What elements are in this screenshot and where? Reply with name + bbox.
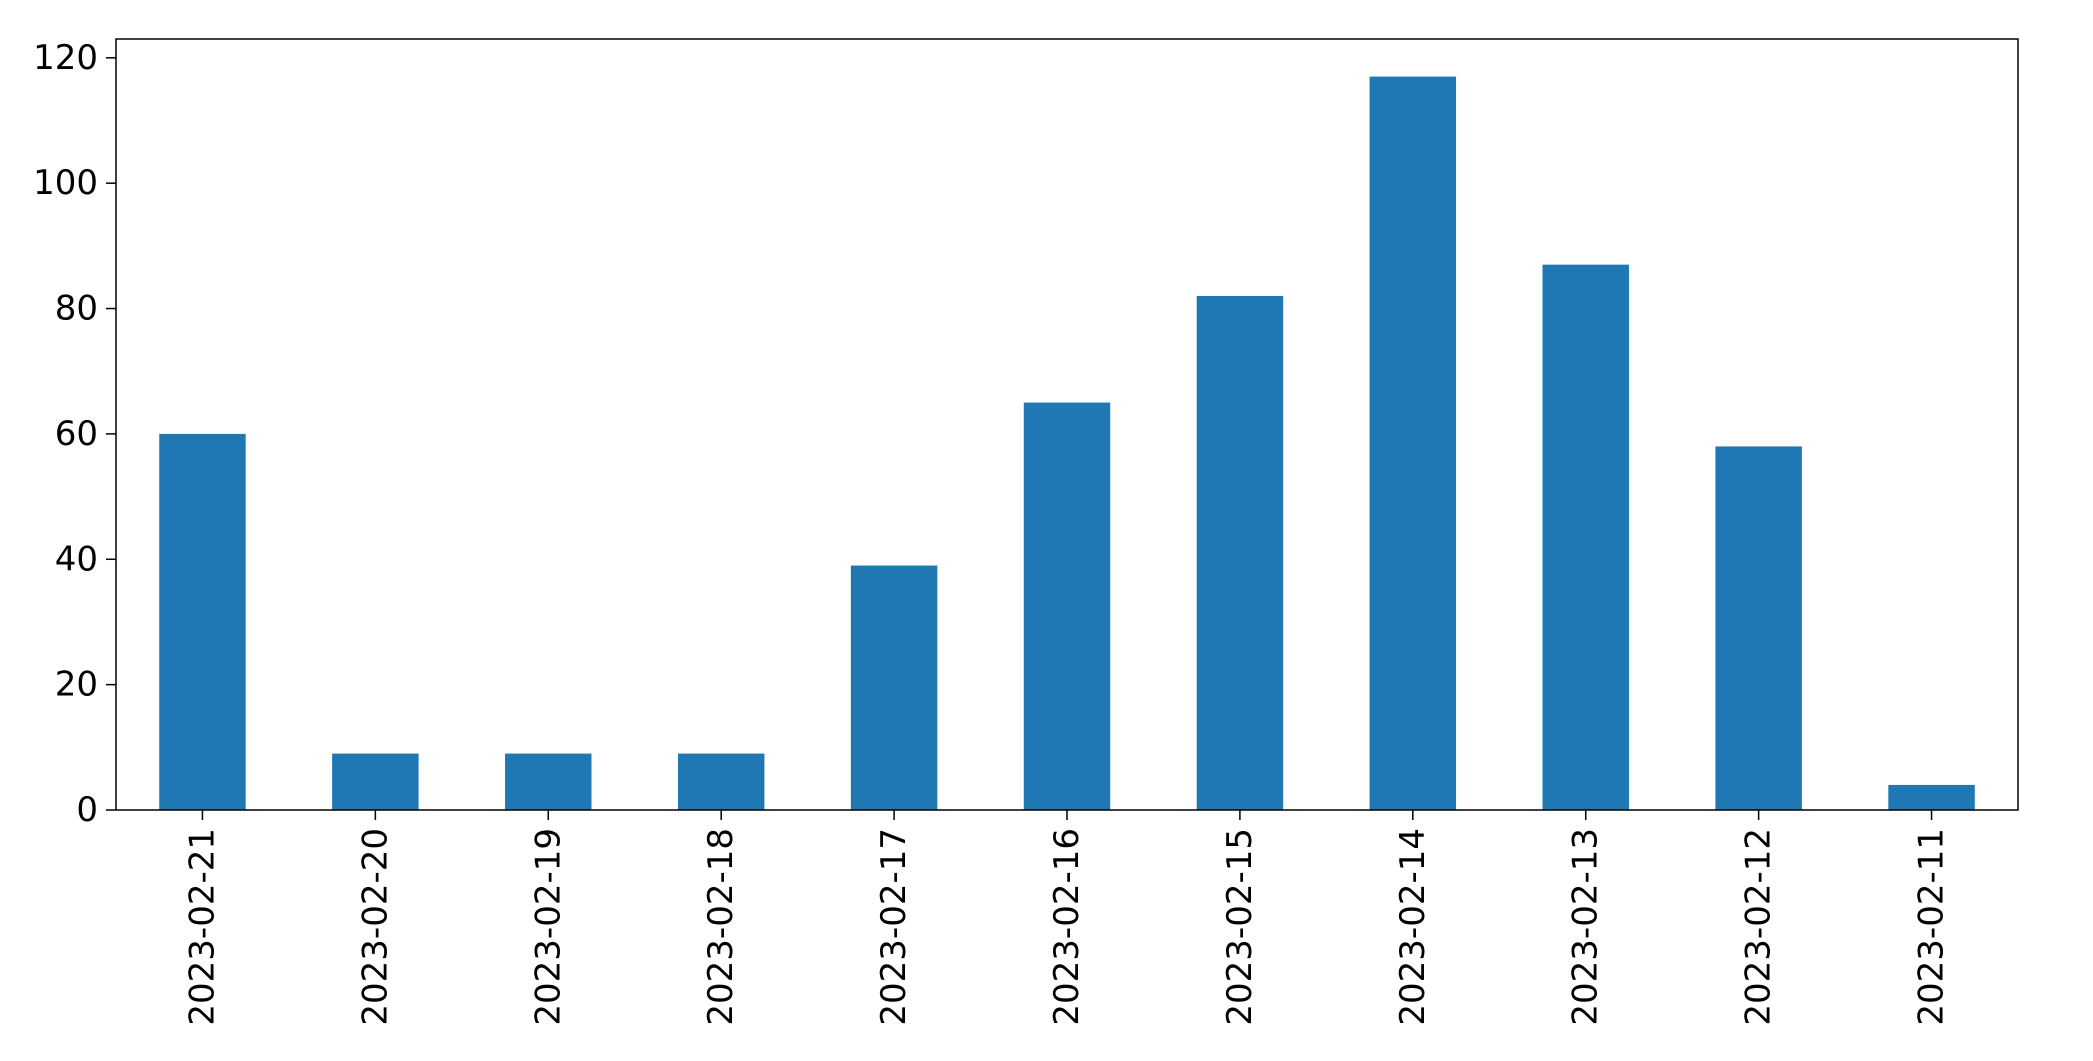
bar-2023-02-21: [159, 433, 246, 810]
bar-2023-02-13: [1542, 264, 1629, 810]
x-tick-label: 2023-02-17: [874, 828, 914, 1026]
x-tick-label: 2023-02-15: [1220, 828, 1260, 1026]
bar-2023-02-15: [1196, 296, 1284, 810]
x-tick-label: 2023-02-16: [1047, 828, 1087, 1026]
x-tick-label: 2023-02-12: [1739, 828, 1779, 1026]
x-tick-label: 2023-02-20: [355, 828, 395, 1026]
bar-2023-02-14: [1369, 76, 1457, 811]
bar-2023-02-16: [1023, 402, 1111, 810]
x-tick-label: 2023-02-18: [701, 828, 741, 1026]
bar-2023-02-20: [332, 753, 419, 810]
plot-frame: [115, 38, 2019, 811]
y-tick-label: 40: [55, 539, 98, 579]
bars-group: [159, 76, 1975, 811]
bar-2023-02-18: [677, 753, 765, 810]
y-tick-label: 60: [55, 414, 98, 454]
y-tick-label: 80: [55, 289, 98, 329]
y-axis: 0 20 40 60 80 100 120: [33, 38, 116, 830]
x-tick-label: 2023-02-14: [1393, 828, 1433, 1026]
y-tick-label: 0: [76, 790, 98, 830]
bar-2023-02-11: [1888, 784, 1975, 810]
x-tick-label: 2023-02-21: [182, 828, 222, 1026]
y-tick-label: 100: [33, 163, 98, 203]
x-axis: 2023-02-21 2023-02-20 2023-02-19 2023-02-18…: [182, 810, 1952, 1026]
y-tick-label: 20: [55, 665, 98, 705]
bar-2023-02-12: [1715, 446, 1802, 810]
x-tick-label: 2023-02-19: [528, 828, 568, 1026]
bar-2023-02-17: [850, 565, 938, 810]
bar-2023-02-19: [505, 753, 592, 810]
x-tick-label: 2023-02-11: [1912, 828, 1952, 1026]
y-tick-label: 120: [33, 38, 98, 78]
x-tick-label: 2023-02-13: [1566, 828, 1606, 1026]
